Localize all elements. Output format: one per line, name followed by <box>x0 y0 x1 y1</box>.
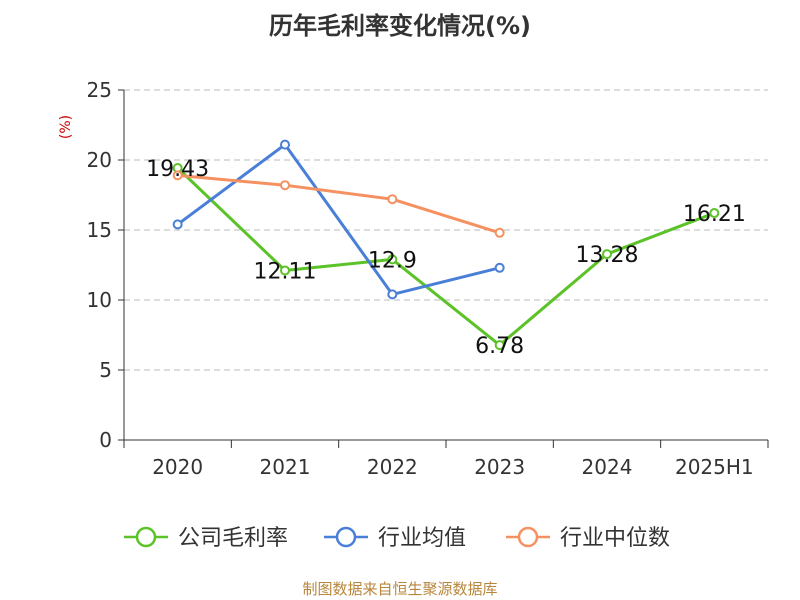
data-point <box>280 265 290 276</box>
data-label: 6.78 <box>475 334 524 359</box>
data-label: 19.43 <box>146 157 209 182</box>
y-tick-label: 10 <box>87 288 112 312</box>
y-tick-label: 5 <box>99 358 112 382</box>
series-line <box>176 143 501 296</box>
data-point <box>494 227 505 238</box>
x-tick-label: 2025H1 <box>675 455 754 479</box>
data-point <box>494 262 505 273</box>
data-point <box>709 208 720 219</box>
x-tick-label: 2022 <box>367 455 418 479</box>
x-tick-label: 2020 <box>152 455 203 479</box>
data-labels: 19.43 12.11 12.9 6.78 13.28 16.21 <box>146 157 746 359</box>
source-note: 制图数据来自恒生聚源数据库 <box>302 580 498 598</box>
series-line <box>176 166 715 347</box>
y-tick-label: 0 <box>99 428 112 452</box>
data-point <box>280 139 290 150</box>
grid-lines <box>124 89 768 371</box>
y-tick-label: 15 <box>87 218 112 242</box>
data-point <box>387 254 398 265</box>
legend-marker <box>335 526 357 548</box>
y-tick-label: 25 <box>87 78 112 102</box>
axes: 0 5 10 15 20 25 2020 2021 2022 2023 2024 2025H1 <box>87 78 769 479</box>
data-point <box>172 170 183 181</box>
series-line <box>177 173 501 235</box>
data-label: 12.9 <box>368 248 417 273</box>
legend-label: 行业均值 <box>378 526 466 551</box>
data-point <box>494 340 505 351</box>
data-label: 16.21 <box>683 202 746 227</box>
data-point <box>602 249 612 260</box>
legend: 公司毛利率 行业均值 行业中位数 <box>124 526 670 551</box>
legend-label: 公司毛利率 <box>178 526 288 551</box>
data-point <box>387 194 398 205</box>
y-tick-label: 20 <box>87 148 112 172</box>
data-label: 12.11 <box>254 259 317 284</box>
data-point <box>387 289 398 300</box>
data-label: 13.28 <box>576 243 639 268</box>
data-point <box>172 219 183 230</box>
legend-marker <box>517 526 539 548</box>
y-axis-label: (%) <box>58 115 74 139</box>
data-point <box>280 180 290 191</box>
legend-marker <box>135 526 157 548</box>
x-tick-label: 2021 <box>260 455 311 479</box>
chart-title: 历年毛利率变化情况(%) <box>269 12 531 40</box>
series <box>172 139 720 351</box>
legend-label: 行业中位数 <box>560 526 670 551</box>
x-tick-label: 2024 <box>582 455 633 479</box>
x-tick-label: 2023 <box>474 455 525 479</box>
